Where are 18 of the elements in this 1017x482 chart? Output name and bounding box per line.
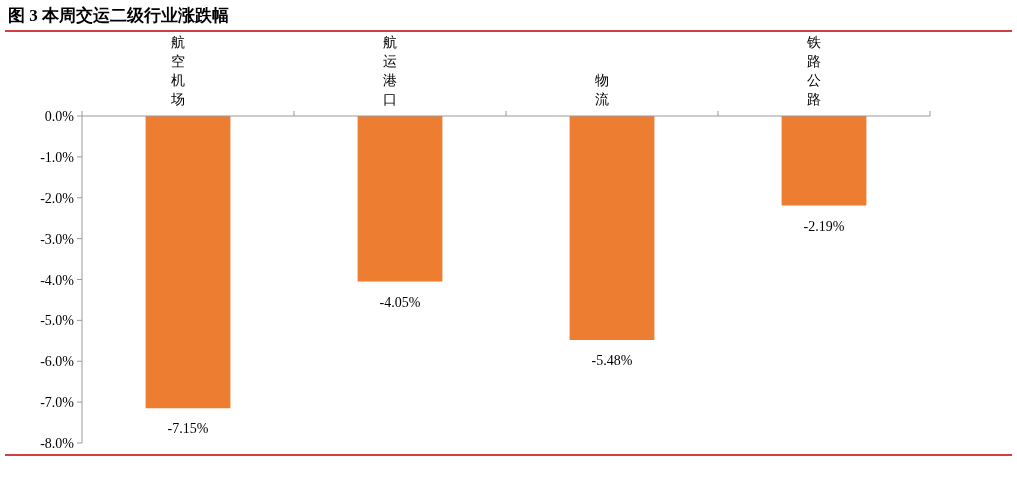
x-tick-label: 航空机场	[170, 35, 185, 107]
data-label: -5.48%	[591, 352, 633, 368]
y-tick-label: 0.0%	[44, 109, 75, 124]
y-tick-label: -7.0%	[40, 395, 75, 411]
x-tick-label: 物流	[595, 73, 609, 107]
y-tick-label: -8.0%	[40, 436, 75, 451]
y-tick-label: -1.0%	[40, 149, 75, 165]
y-tick-label: -5.0%	[40, 313, 75, 329]
chart-title: 图 3 本周交运二级行业涨跌幅	[8, 6, 229, 25]
y-tick-label: -4.0%	[40, 272, 75, 288]
x-tick-label: 航运港口	[383, 35, 397, 107]
data-label: -4.05%	[379, 294, 421, 310]
x-tick-label: 铁路公路	[806, 35, 821, 107]
y-tick-label: -6.0%	[40, 354, 75, 370]
data-label: -7.15%	[167, 421, 209, 437]
data-label: -2.19%	[803, 218, 845, 234]
y-tick-label: -3.0%	[40, 231, 75, 247]
y-tick-label: -2.0%	[40, 190, 75, 206]
